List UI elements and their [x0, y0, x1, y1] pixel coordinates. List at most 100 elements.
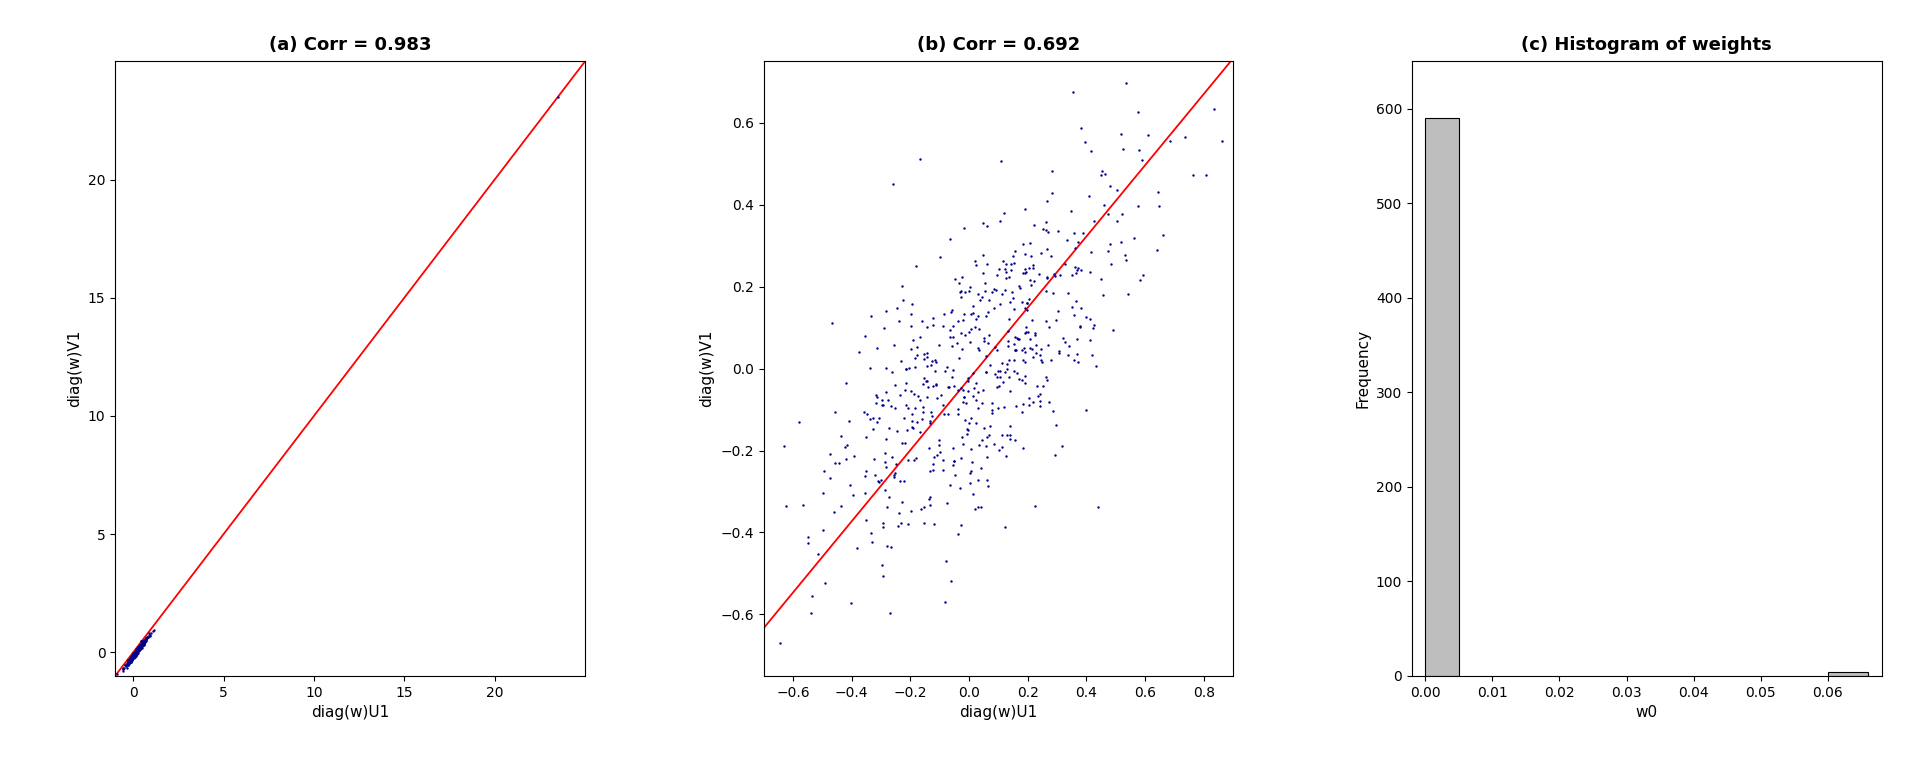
Point [127, 639, 157, 651]
Point [985, 366, 1016, 378]
Point [1075, 247, 1106, 259]
Point [125, 643, 156, 655]
Point [123, 641, 154, 654]
Point [985, 215, 1016, 227]
Point [123, 642, 154, 654]
Point [125, 640, 156, 652]
Point [1058, 269, 1089, 281]
Point [123, 644, 154, 656]
Point [111, 661, 142, 674]
Point [1083, 501, 1114, 513]
Point [123, 644, 154, 656]
Point [1025, 395, 1056, 407]
Point [973, 419, 1004, 432]
Point [129, 636, 159, 648]
Point [897, 422, 927, 434]
Point [879, 471, 910, 483]
Point [1060, 227, 1091, 240]
Point [970, 366, 1000, 378]
Point [121, 645, 152, 657]
Point [117, 651, 148, 664]
Point [115, 654, 146, 666]
Point [870, 305, 900, 317]
Point [1043, 304, 1073, 316]
Point [115, 651, 146, 664]
Point [115, 654, 146, 666]
Point [1008, 398, 1039, 410]
Point [123, 644, 154, 657]
Point [947, 431, 977, 443]
Point [808, 524, 839, 536]
Point [129, 634, 159, 646]
X-axis label: w0: w0 [1636, 705, 1657, 720]
Point [854, 412, 885, 425]
Point [893, 362, 924, 374]
Point [127, 638, 157, 650]
Point [960, 393, 991, 406]
Point [113, 654, 144, 667]
Point [995, 296, 1025, 309]
Point [117, 651, 148, 664]
Point [117, 654, 148, 667]
Point [995, 370, 1025, 382]
Point [979, 341, 1010, 353]
Point [1041, 314, 1071, 326]
Point [1014, 293, 1044, 305]
Point [937, 575, 968, 588]
Point [123, 644, 154, 657]
Point [912, 380, 943, 392]
Point [1010, 377, 1041, 389]
Point [960, 503, 991, 515]
Point [123, 643, 154, 655]
Point [985, 371, 1016, 383]
Point [1092, 244, 1123, 257]
Point [945, 327, 975, 339]
Point [125, 639, 156, 651]
Point [979, 438, 1010, 450]
Point [918, 312, 948, 324]
Point [117, 653, 148, 665]
Point [127, 637, 157, 649]
Point [121, 644, 152, 657]
Point [977, 404, 1008, 416]
Point [879, 379, 910, 391]
Point [117, 649, 148, 661]
Point [1102, 215, 1133, 227]
Point [121, 645, 152, 657]
Point [117, 650, 148, 662]
Point [123, 643, 154, 655]
Point [939, 319, 970, 332]
Point [1087, 289, 1117, 301]
Point [1008, 342, 1039, 354]
Point [710, 595, 741, 607]
Point [119, 646, 150, 658]
Point [983, 444, 1014, 456]
Point [797, 590, 828, 602]
Point [887, 280, 918, 292]
Point [1004, 372, 1035, 385]
Point [979, 302, 1010, 314]
Point [995, 429, 1025, 442]
Point [119, 647, 150, 660]
Point [968, 217, 998, 229]
Point [1190, 169, 1221, 181]
Point [1004, 333, 1035, 345]
Point [895, 343, 925, 355]
Point [1073, 313, 1104, 325]
Point [933, 407, 964, 419]
Point [964, 439, 995, 452]
Point [121, 647, 152, 659]
Point [115, 654, 146, 667]
Point [954, 468, 985, 480]
Point [1000, 331, 1031, 343]
Point [1035, 321, 1066, 333]
Point [1096, 258, 1127, 270]
Point [121, 647, 152, 659]
Point [125, 642, 156, 654]
Point [979, 368, 1010, 380]
Point [121, 644, 152, 657]
Point [117, 650, 148, 663]
Point [954, 336, 985, 349]
Point [912, 351, 943, 363]
Point [125, 642, 156, 654]
